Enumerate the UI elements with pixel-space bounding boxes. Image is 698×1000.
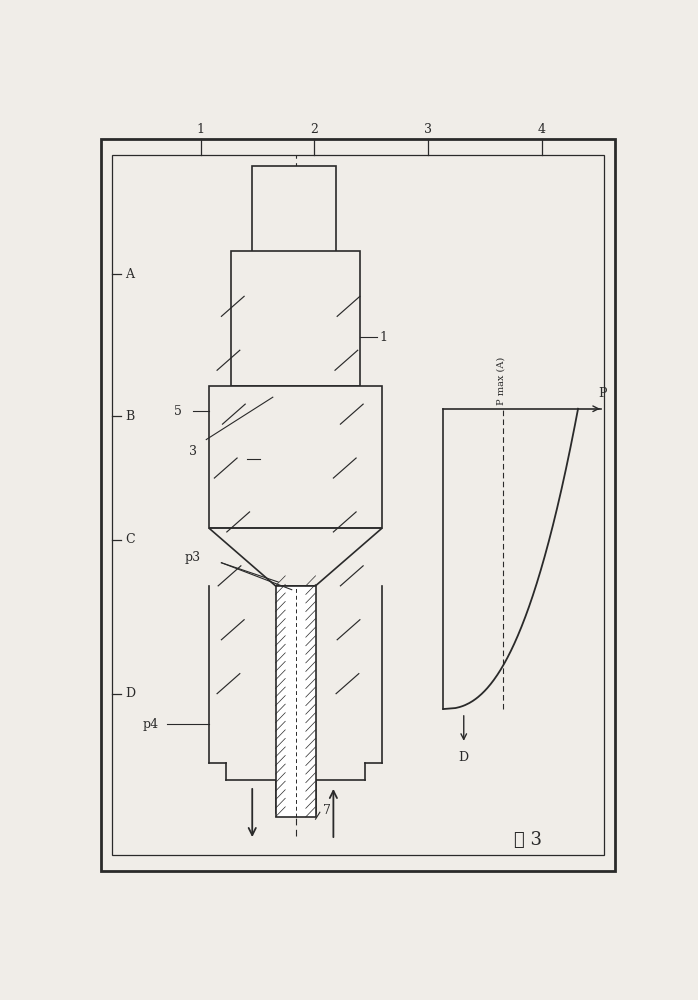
Text: 图 3: 图 3 <box>514 831 542 849</box>
Text: 1: 1 <box>380 331 387 344</box>
Polygon shape <box>209 386 382 528</box>
Text: P max (A): P max (A) <box>497 357 505 405</box>
Text: D: D <box>459 751 469 764</box>
Text: 3: 3 <box>424 123 432 136</box>
Polygon shape <box>230 251 360 386</box>
Polygon shape <box>252 166 336 255</box>
Polygon shape <box>209 528 382 586</box>
Text: p3: p3 <box>185 551 201 564</box>
Text: 7: 7 <box>322 804 330 817</box>
Text: 3: 3 <box>188 445 197 458</box>
Text: P: P <box>598 387 607 400</box>
Text: C: C <box>125 533 135 546</box>
Text: 4: 4 <box>537 123 546 136</box>
Text: B: B <box>125 410 135 423</box>
Text: A: A <box>125 267 134 280</box>
Polygon shape <box>276 586 315 817</box>
Text: 5: 5 <box>174 405 182 418</box>
Text: 6: 6 <box>231 452 239 465</box>
Text: 1: 1 <box>197 123 205 136</box>
Text: 2: 2 <box>311 123 318 136</box>
Text: p4: p4 <box>143 718 159 731</box>
Text: D: D <box>125 687 135 700</box>
